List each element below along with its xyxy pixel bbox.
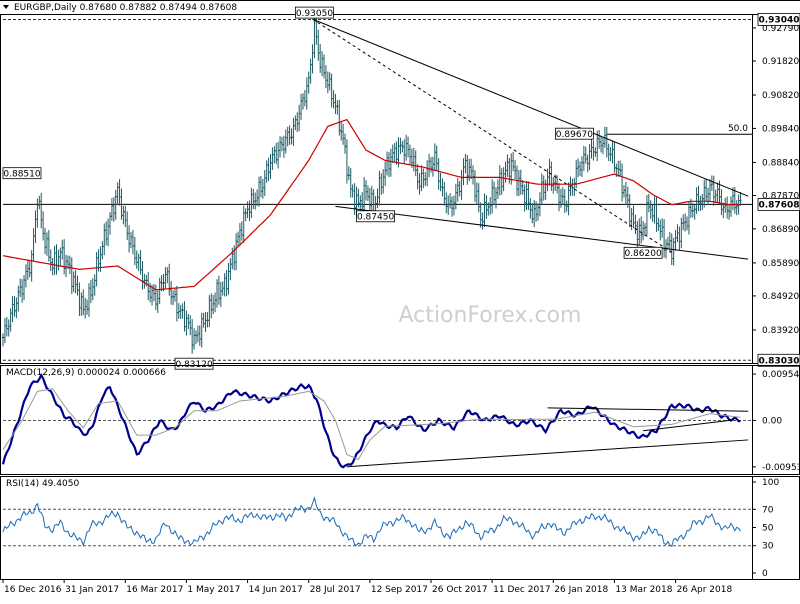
y-tick-label: 0.91820 — [762, 57, 799, 67]
rsi-line — [3, 498, 741, 547]
annotation-label: 0.86200 — [624, 249, 661, 259]
rsi-y-tick-label: 0 — [762, 569, 768, 579]
price-panel: ActionForex.com 50.0 0.93050 0.88510 0.87450… — [1, 7, 800, 370]
macd-series-signal — [3, 389, 741, 460]
macd-trendline — [548, 408, 749, 411]
rsi-y-tick-label: 100 — [762, 478, 779, 488]
dropdown-triangle-icon — [3, 5, 9, 9]
macd-y-tick-label: 0.00954 — [762, 370, 799, 380]
y-tick-label: 0.85890 — [762, 259, 799, 269]
trendline — [335, 206, 748, 259]
y-tick-label: 0.86890 — [762, 225, 799, 235]
rsi-y-tick-label: 70 — [762, 505, 774, 515]
rsi-y-tick-label: 50 — [762, 524, 774, 534]
axis-marker-label: 0.87608 — [759, 200, 800, 210]
macd-series-macd — [3, 375, 741, 467]
annotation-label: 0.93050 — [296, 9, 333, 19]
macd-trendline — [347, 440, 748, 467]
y-tick-label: 0.84920 — [762, 292, 799, 302]
axis-marker-label: 0.93040 — [759, 15, 800, 25]
rsi-frame — [1, 477, 800, 580]
x-tick-label: 26 Apr 2018 — [677, 585, 733, 595]
y-tick-label: 0.89840 — [762, 124, 799, 134]
macd-header: MACD(12,26,9) 0.000024 0.000666 — [6, 368, 166, 378]
x-tick-label: 16 Dec 2016 — [4, 585, 62, 595]
axis-marker-label: 0.83030 — [759, 356, 800, 366]
macd-y-tick-label: -0.009538 — [762, 463, 800, 473]
x-tick-label: 28 Jul 2017 — [310, 585, 361, 595]
x-tick-label: 14 Jun 2017 — [249, 585, 303, 595]
x-tick-label: 16 Mar 2017 — [126, 585, 183, 595]
y-tick-label: 0.90820 — [762, 91, 799, 101]
price-header: EURGBP,Daily 0.87680 0.87882 0.87494 0.8… — [14, 3, 237, 13]
annotation-label: 0.89670 — [556, 130, 593, 140]
annotation-label: 0.87450 — [357, 213, 394, 223]
x-tick-label: 11 Dec 2017 — [493, 585, 550, 595]
x-tick-label: 12 Sep 2017 — [371, 585, 428, 595]
trendline — [313, 19, 749, 196]
y-tick-label: 0.88840 — [762, 158, 799, 168]
level-line-label: 50.0 — [728, 124, 748, 134]
rsi-panel: RSI(14) 49.4050 100 70 50 30 0 — [1, 476, 800, 580]
x-tick-label: 1 May 2017 — [187, 585, 240, 595]
x-tick-label: 26 Oct 2017 — [432, 585, 488, 595]
macd-y-tick-label: 0.00 — [762, 416, 782, 426]
x-tick-label: 31 Jan 2017 — [65, 585, 119, 595]
x-tick-label: 13 Mar 2018 — [615, 585, 672, 595]
y-tick-label: 0.83920 — [762, 326, 799, 336]
macd-panel: MACD(12,26,9) 0.000024 0.000666 0.00954 0.… — [1, 365, 800, 475]
rsi-y-tick-label: 30 — [762, 542, 774, 552]
rsi-header: RSI(14) 49.4050 — [6, 479, 79, 489]
x-tick-label: 26 Jan 2018 — [554, 585, 608, 595]
annotation-label: 0.88510 — [3, 169, 40, 179]
watermark-text: ActionForex.com — [399, 303, 582, 328]
